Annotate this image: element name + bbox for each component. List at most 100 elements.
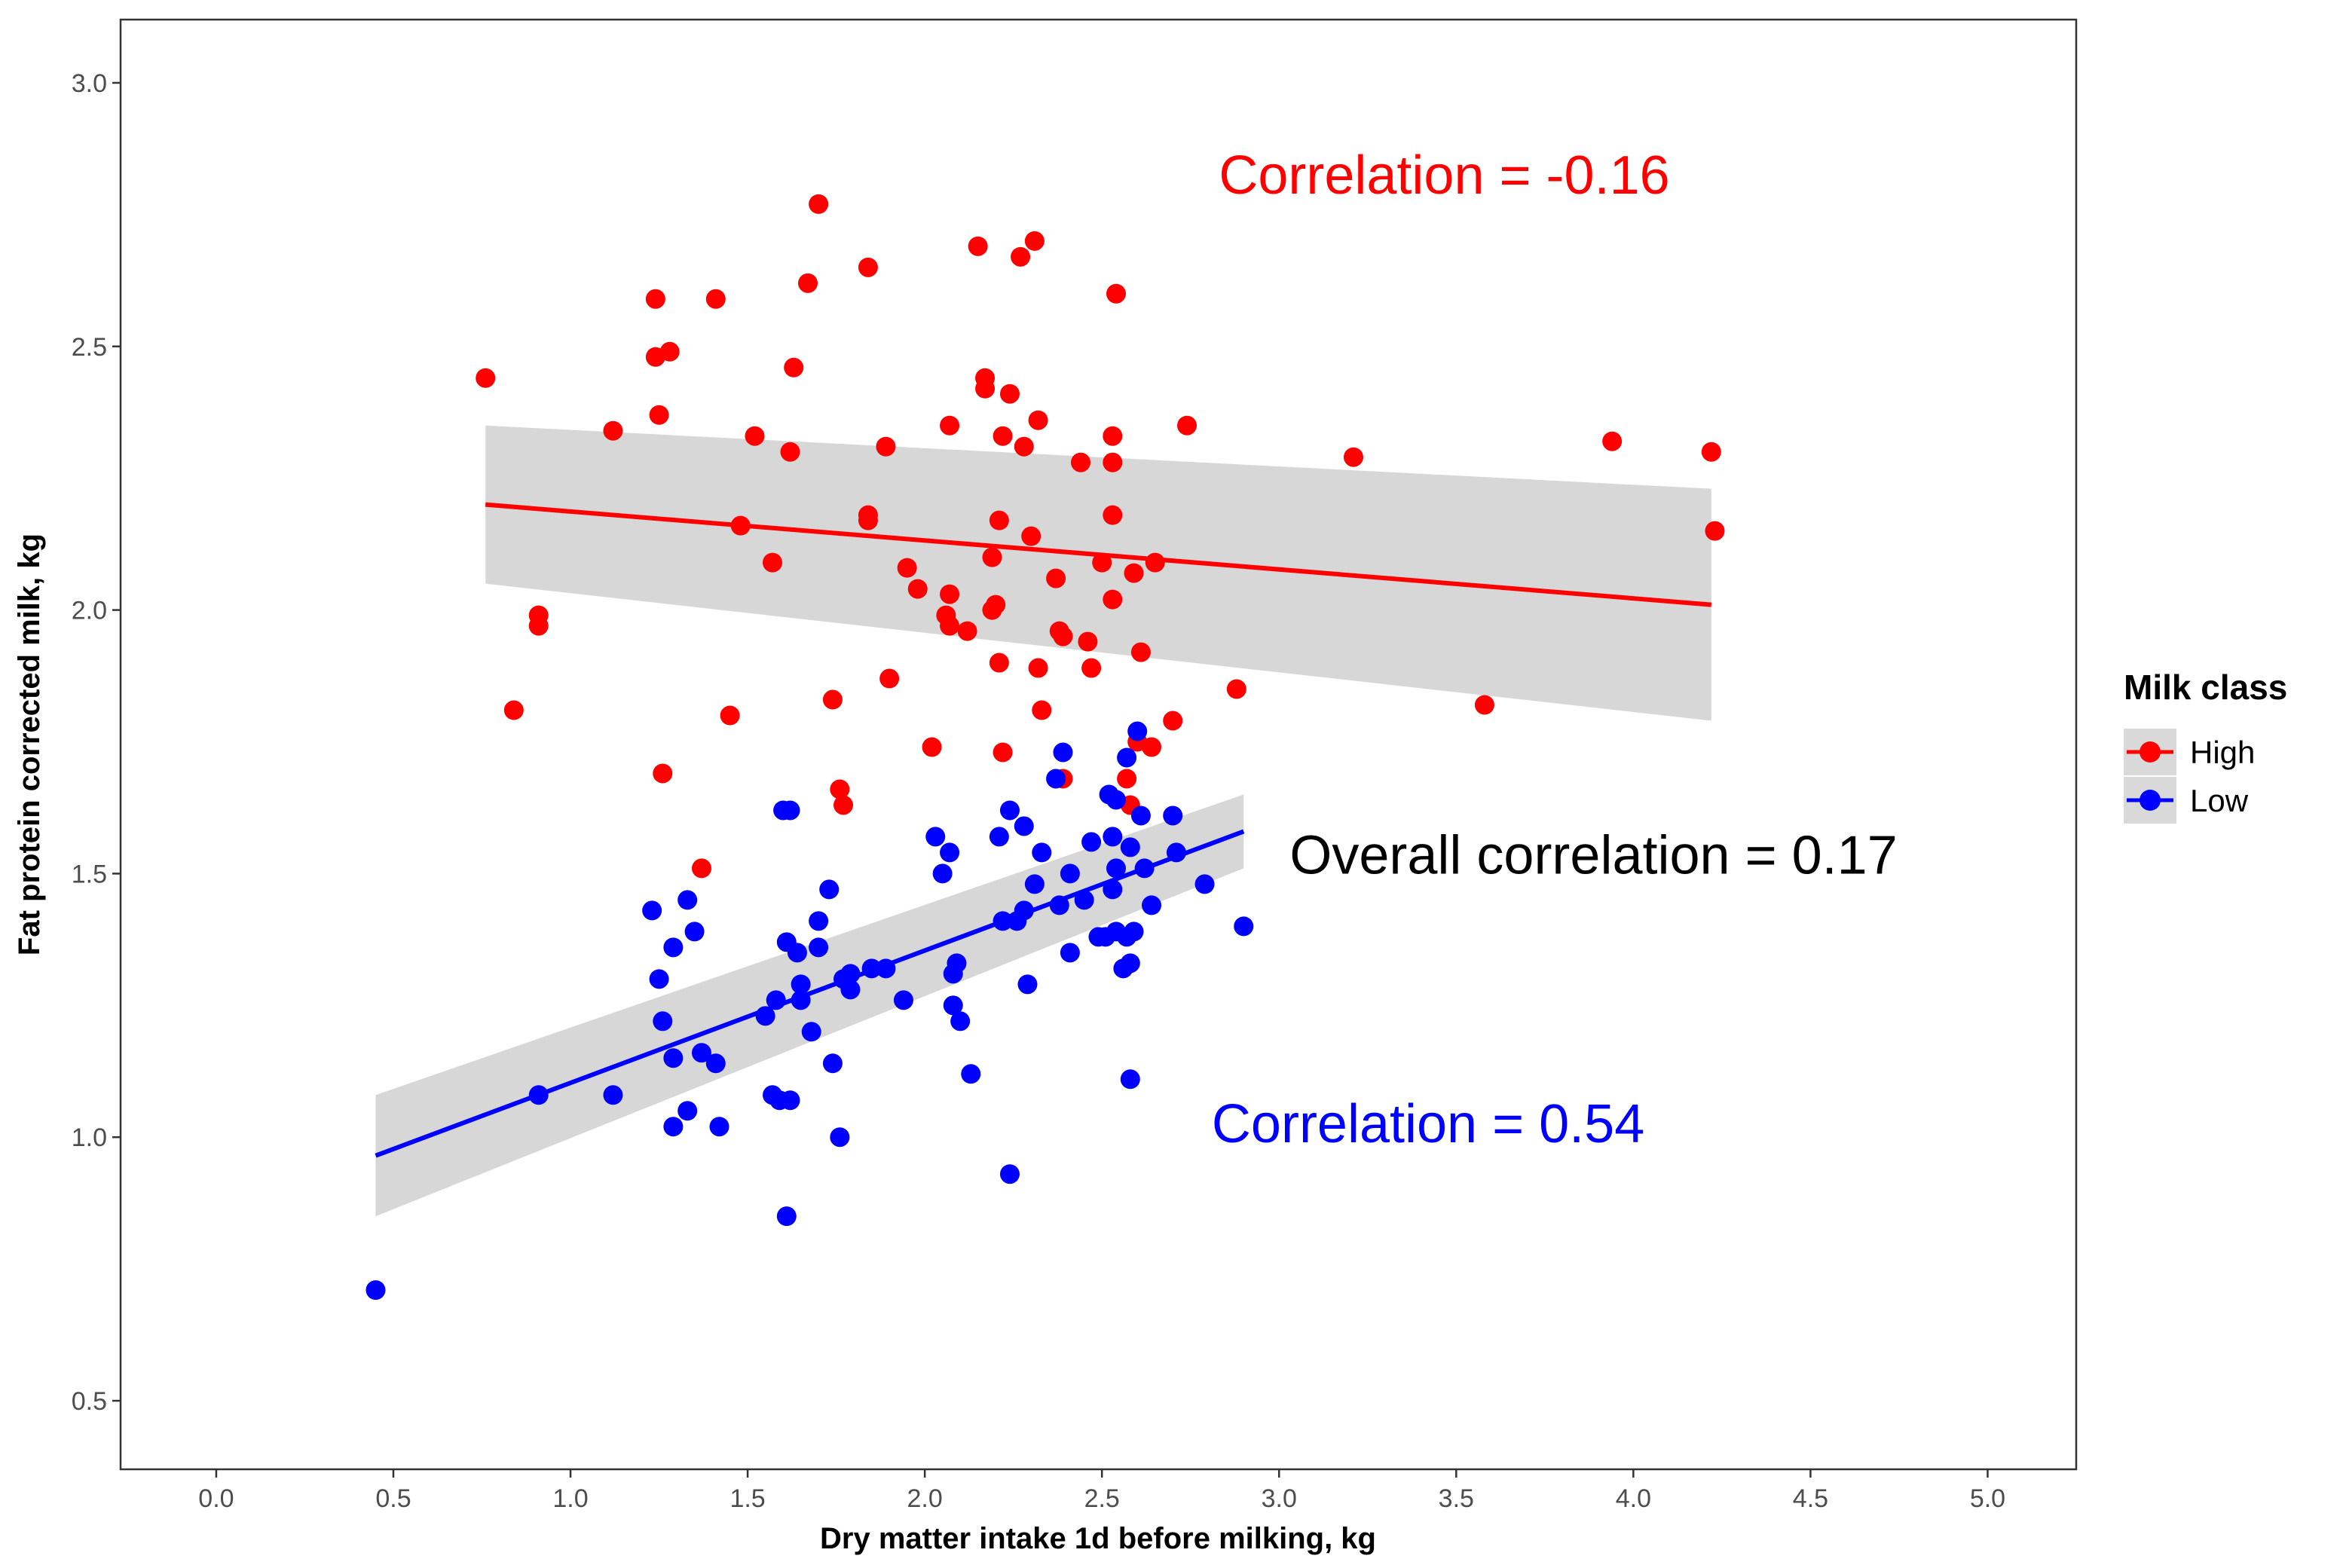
point-high — [858, 257, 878, 277]
point-low — [822, 1053, 843, 1074]
point-high — [830, 779, 850, 799]
point-high — [858, 505, 878, 525]
point-high — [705, 289, 726, 309]
point-low — [943, 995, 963, 1016]
point-high — [1602, 431, 1623, 451]
y-axis: 0.5 1.0 1.5 2.0 2.5 3.0 — [72, 69, 121, 1416]
legend-label-high: High — [2190, 735, 2255, 770]
point-high — [1226, 679, 1246, 699]
x-tick-label: 4.0 — [1616, 1484, 1651, 1513]
point-high — [1092, 552, 1112, 573]
point-low — [809, 937, 829, 958]
point-low — [705, 1053, 726, 1074]
point-low — [1060, 863, 1080, 884]
point-low — [787, 943, 807, 963]
point-low — [649, 969, 669, 989]
point-low — [801, 1022, 821, 1042]
point-high — [1070, 452, 1090, 472]
point-low — [809, 911, 829, 931]
point-high — [1705, 521, 1725, 541]
point-high — [1078, 631, 1098, 652]
point-low — [1234, 916, 1254, 937]
point-high — [957, 621, 977, 641]
point-low — [642, 900, 662, 921]
point-high — [1028, 658, 1048, 678]
y-tick-label: 2.0 — [72, 597, 107, 625]
point-high — [993, 426, 1013, 446]
point-low — [999, 800, 1020, 821]
point-high — [1014, 436, 1034, 457]
point-high — [649, 405, 669, 425]
x-tick-label: 2.5 — [1084, 1484, 1120, 1513]
x-tick-label: 4.5 — [1793, 1484, 1828, 1513]
annotation-3: Correlation = 0.54 — [1212, 1094, 1644, 1154]
legend-item-low: Low — [2124, 777, 2249, 824]
point-low — [940, 842, 960, 863]
x-tick-label: 5.0 — [1970, 1484, 2005, 1513]
point-high — [1011, 246, 1031, 267]
point-high — [1103, 589, 1123, 610]
point-high — [720, 705, 740, 726]
point-high — [691, 858, 711, 879]
point-high — [1701, 442, 1721, 462]
point-high — [989, 510, 1009, 530]
point-low — [366, 1280, 386, 1301]
point-low — [1120, 837, 1140, 857]
point-low — [1014, 816, 1034, 836]
point-low — [603, 1085, 623, 1105]
confidence-band-high — [485, 425, 1711, 721]
point-high — [1142, 737, 1162, 757]
point-high — [833, 795, 854, 815]
point-low — [776, 1206, 797, 1227]
point-low — [1120, 953, 1140, 974]
point-low — [961, 1064, 981, 1084]
confidence-band-low — [375, 794, 1244, 1217]
x-tick-label: 0.0 — [198, 1484, 234, 1513]
point-low — [780, 1090, 800, 1111]
point-low — [691, 1043, 711, 1063]
point-high — [763, 552, 782, 573]
point-low — [791, 974, 811, 995]
point-high — [897, 558, 917, 578]
point-low — [663, 1117, 684, 1137]
legend-dot-high — [2140, 741, 2161, 763]
point-low — [893, 990, 913, 1010]
point-high — [659, 341, 680, 362]
point-high — [982, 547, 1002, 567]
point-low — [947, 953, 967, 974]
point-high — [999, 384, 1020, 404]
point-high — [1474, 695, 1494, 715]
legend: Milk class High Low — [2124, 668, 2287, 824]
point-high — [879, 668, 900, 689]
x-axis-title: Dry matter intake 1d before milking, kg — [820, 1522, 1376, 1555]
point-low — [684, 922, 705, 942]
point-low — [1106, 790, 1127, 810]
point-high — [528, 616, 549, 636]
fit-line-low — [375, 829, 1245, 1158]
point-high — [653, 763, 673, 784]
point-low — [677, 1101, 698, 1121]
point-low — [1024, 874, 1045, 894]
y-axis-title: Fat protein corrected milk, kg — [13, 533, 46, 955]
legend-label-low: Low — [2190, 783, 2249, 818]
point-high — [1130, 642, 1151, 662]
point-low — [677, 890, 698, 910]
point-high — [798, 273, 818, 293]
point-low — [1194, 874, 1215, 894]
point-low — [1163, 805, 1183, 826]
legend-dot-low — [2140, 790, 2161, 811]
point-high — [1103, 505, 1123, 525]
point-low — [1142, 895, 1162, 915]
annotations: Correlation = -0.16 Overall correlation =… — [1212, 145, 1898, 1154]
point-high — [989, 653, 1009, 673]
point-low — [999, 1164, 1020, 1184]
point-high — [745, 426, 765, 446]
point-high — [940, 584, 960, 604]
point-high — [1081, 658, 1102, 678]
point-high — [975, 378, 996, 399]
point-high — [1046, 568, 1066, 588]
point-high — [1032, 700, 1052, 720]
point-low — [780, 800, 800, 821]
